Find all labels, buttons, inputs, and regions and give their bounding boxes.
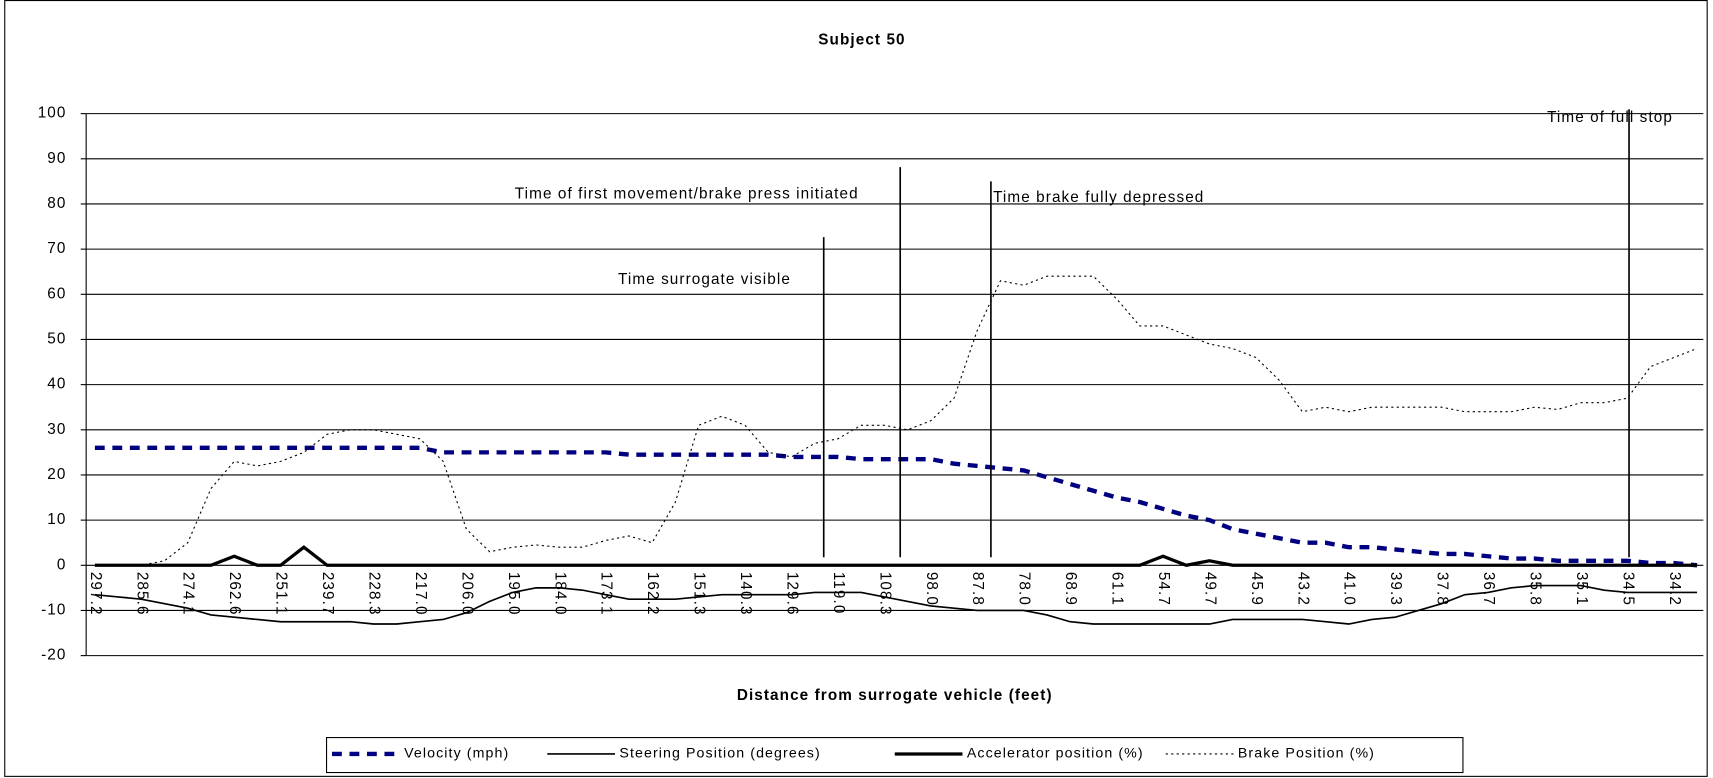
x-tick-label: 108.3 xyxy=(876,572,893,616)
x-tick-label: 36.7 xyxy=(1480,572,1497,606)
series-line xyxy=(94,445,1698,568)
series-line xyxy=(94,584,1698,625)
x-tick-label: 140.3 xyxy=(737,572,754,616)
x-tick-label: 98.0 xyxy=(923,572,940,606)
x-tick-label: 61.1 xyxy=(1109,572,1126,606)
x-tick-label: 37.8 xyxy=(1434,572,1451,606)
annotation: Time of first movement/brake press initi… xyxy=(515,186,859,203)
y-tick-label: 70 xyxy=(47,240,66,257)
x-tick-label: 297.2 xyxy=(87,572,104,616)
x-tick-label: 262.6 xyxy=(226,572,243,616)
chart-border xyxy=(4,0,1708,777)
annotation: Time surrogate visible xyxy=(618,271,791,288)
x-tick-label: 184.0 xyxy=(551,572,568,616)
y-tick-label: 20 xyxy=(47,466,66,483)
x-tick-label: 251.1 xyxy=(273,572,290,616)
x-tick-label: 34.5 xyxy=(1619,572,1636,606)
series-line xyxy=(94,545,1698,567)
x-tick-label: 43.2 xyxy=(1294,572,1311,606)
x-tick-label: 285.6 xyxy=(133,572,150,616)
series-line xyxy=(94,275,1698,566)
annotation: Time of full stop xyxy=(1547,109,1673,126)
x-tick-label: 87.8 xyxy=(969,572,986,606)
annotation: Time brake fully depressed xyxy=(993,189,1204,206)
legend-label: Velocity (mph) xyxy=(404,746,509,762)
x-tick-label: 151.3 xyxy=(691,572,708,616)
x-tick-label: 78.0 xyxy=(1016,572,1033,606)
x-tick-label: 274.1 xyxy=(180,572,197,616)
x-tick-label: 39.3 xyxy=(1387,572,1404,606)
y-tick-label: 10 xyxy=(47,511,66,528)
x-tick-label: 45.9 xyxy=(1248,572,1265,606)
y-tick-label: 90 xyxy=(47,150,66,167)
x-tick-label: 206.0 xyxy=(458,572,475,616)
y-tick-label: 50 xyxy=(47,330,66,347)
x-axis-label: Distance from surrogate vehicle (feet) xyxy=(737,687,1053,704)
x-tick-label: 173.1 xyxy=(598,572,615,616)
legend-label: Steering Position (degrees) xyxy=(619,746,820,762)
x-tick-label: 35.8 xyxy=(1526,572,1543,606)
y-tick-label: 0 xyxy=(57,556,67,573)
y-tick-label: 60 xyxy=(47,285,66,302)
y-tick-label: 100 xyxy=(38,105,67,122)
y-tick-label: 80 xyxy=(47,195,66,212)
x-tick-label: 68.9 xyxy=(1062,572,1079,606)
x-tick-label: 54.7 xyxy=(1155,572,1172,606)
legend-label: Accelerator position (%) xyxy=(967,746,1144,762)
chart-title: Subject 50 xyxy=(818,31,905,48)
x-tick-label: 162.2 xyxy=(644,572,661,616)
y-tick-label: -10 xyxy=(41,601,66,618)
x-tick-label: 34.2 xyxy=(1666,572,1683,606)
x-tick-label: 129.6 xyxy=(783,572,800,616)
x-tick-label: 49.7 xyxy=(1201,572,1218,606)
y-tick-label: -20 xyxy=(41,647,66,664)
x-tick-label: 195.0 xyxy=(505,572,522,616)
x-tick-label: 228.3 xyxy=(365,572,382,616)
x-tick-label: 41.0 xyxy=(1341,572,1358,606)
x-tick-label: 239.7 xyxy=(319,572,336,616)
x-tick-label: 217.0 xyxy=(412,572,429,616)
y-tick-label: 40 xyxy=(47,376,66,393)
x-tick-label: 35.1 xyxy=(1573,572,1590,606)
legend-label: Brake Position (%) xyxy=(1238,746,1375,762)
y-tick-label: 30 xyxy=(47,421,66,438)
